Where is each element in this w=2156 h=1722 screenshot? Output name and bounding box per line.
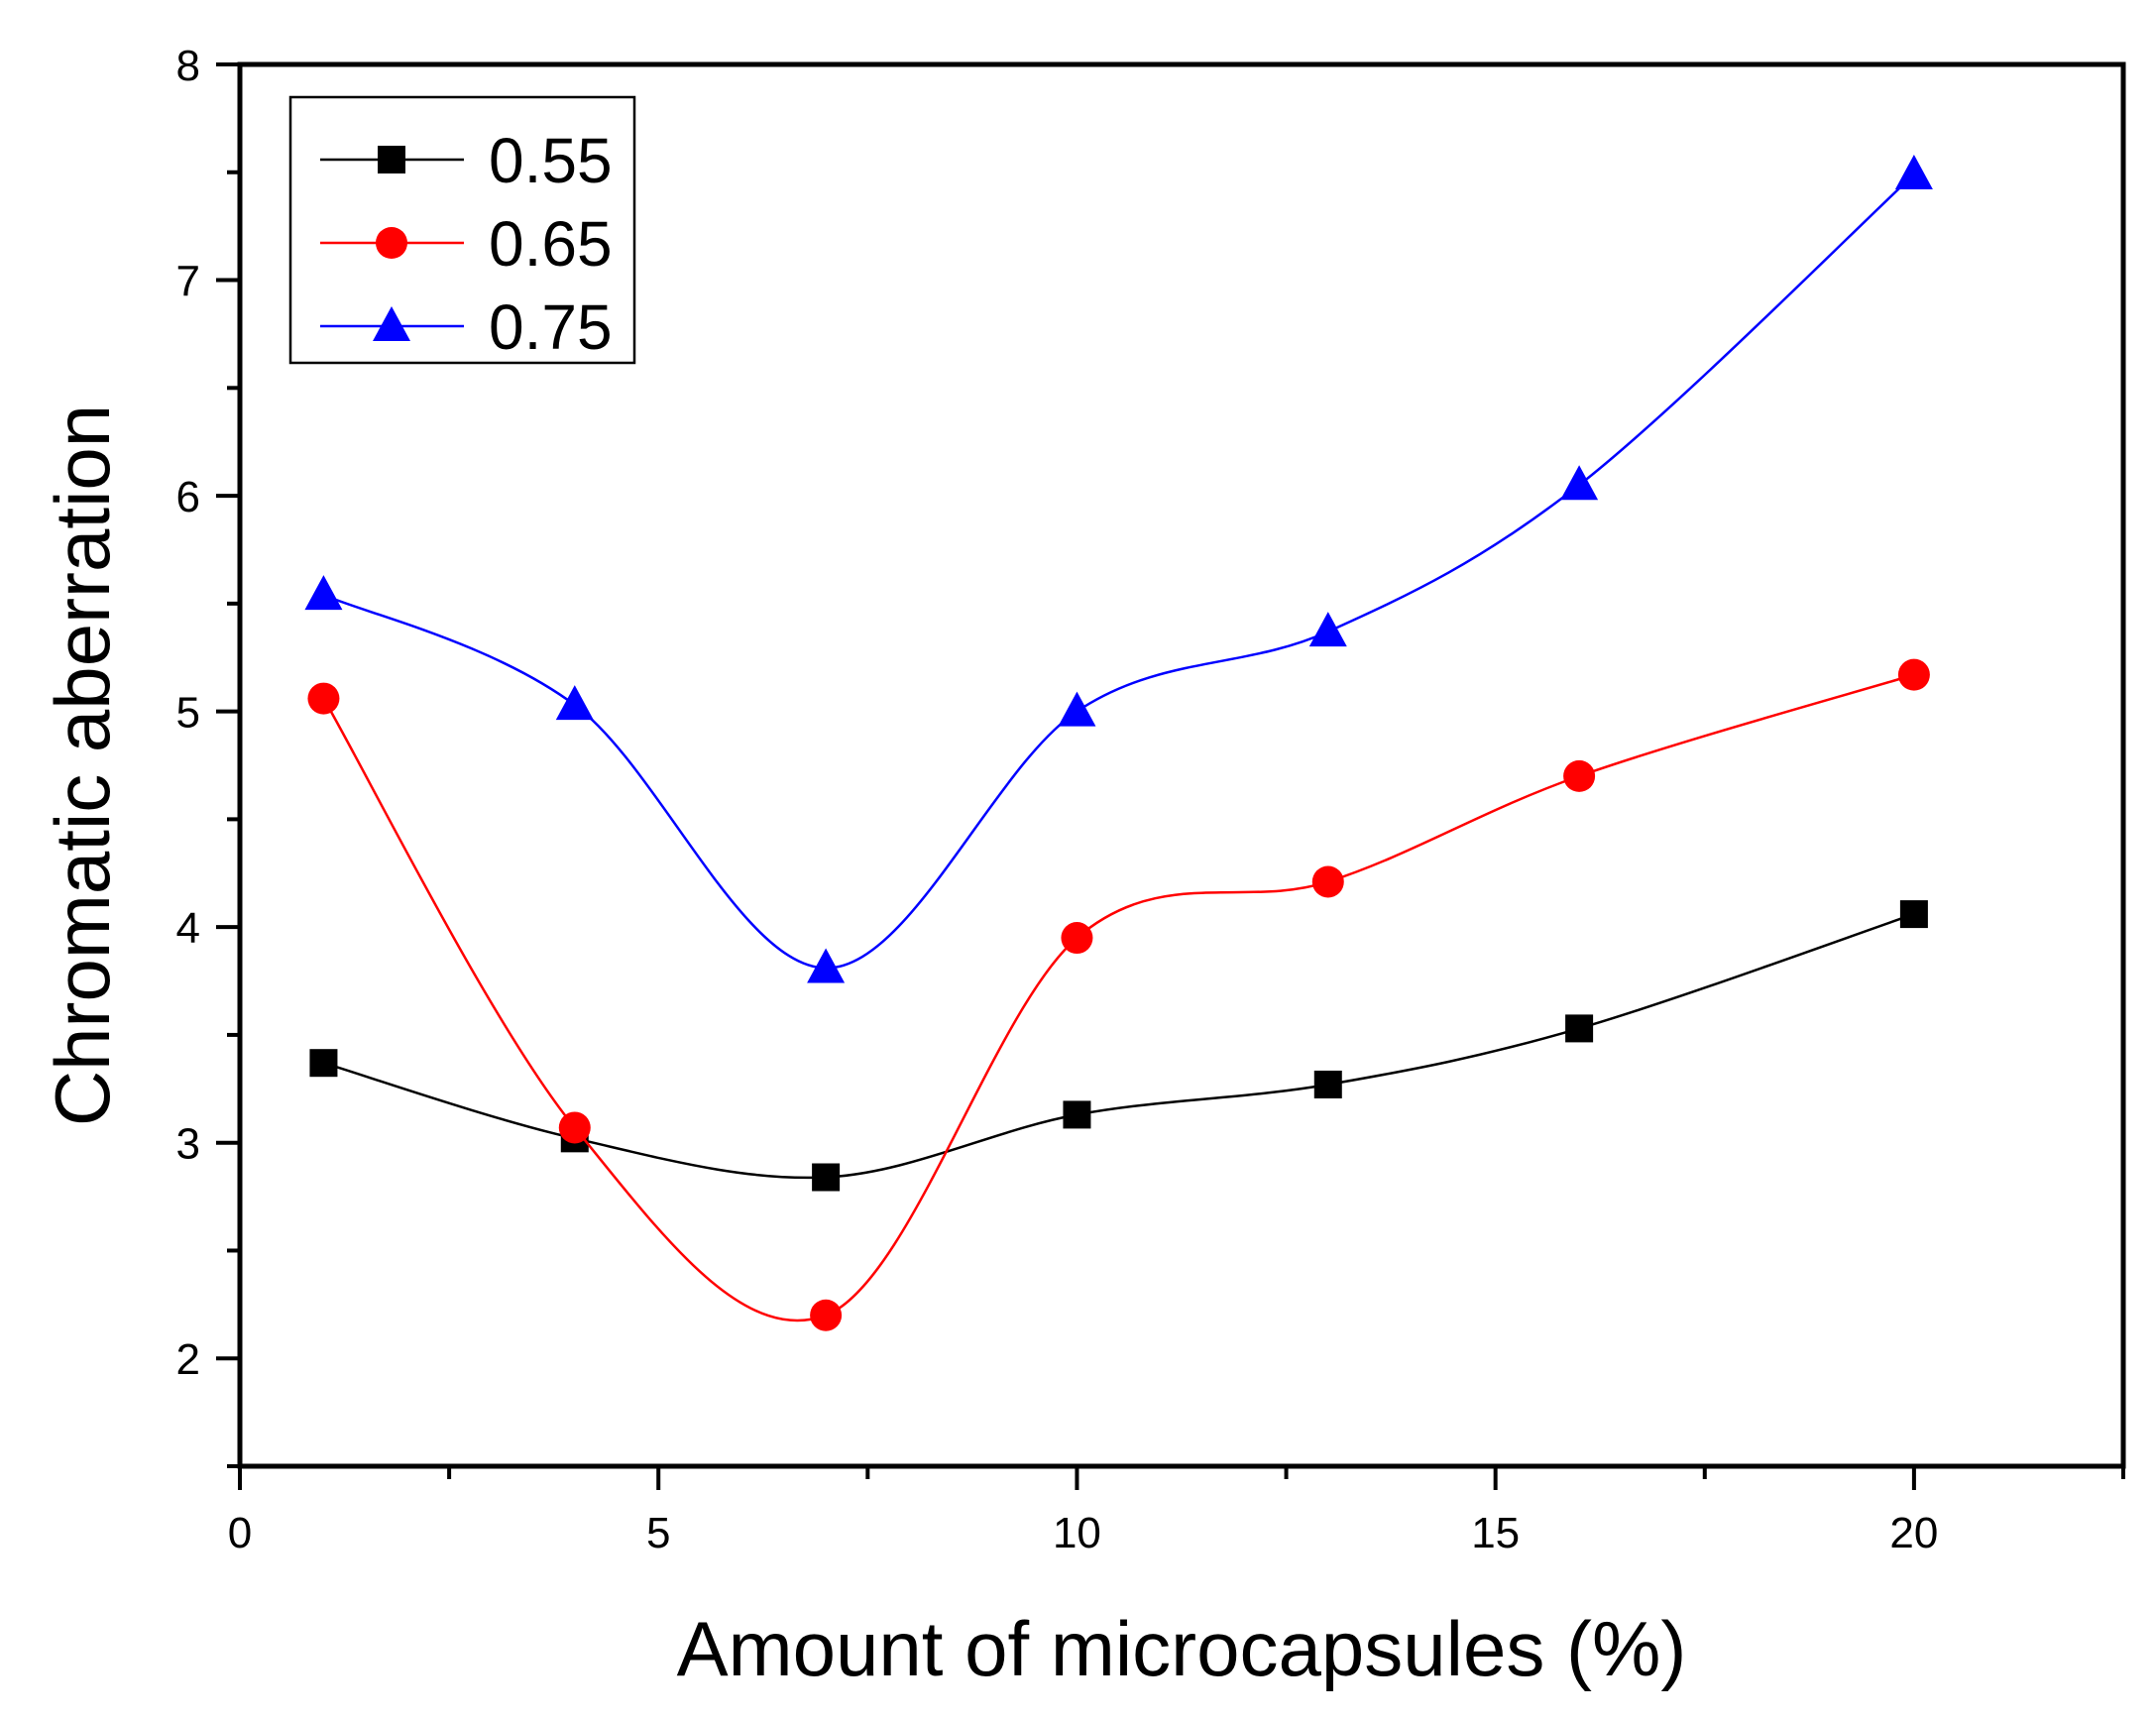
- y-tick-label: 8: [176, 42, 200, 90]
- y-axis-title: Chromatic aberration: [39, 404, 126, 1126]
- data-point-triangle: [807, 948, 846, 983]
- data-point-triangle: [1058, 691, 1096, 727]
- legend: 0.55 0.65 0.75: [288, 95, 636, 365]
- x-tick-label: 5: [646, 1509, 670, 1557]
- data-point-square: [1565, 1014, 1594, 1043]
- axis-layer: 0 5 10 15 20 2 3 4 5 6 7 8: [176, 42, 2125, 1557]
- data-point-triangle: [1894, 154, 1933, 189]
- data-point-circle: [810, 1299, 843, 1331]
- series-layer: [304, 154, 1933, 1331]
- data-point-circle: [558, 1111, 591, 1144]
- data-point-circle: [1563, 759, 1596, 792]
- legend-label: 0.55: [489, 125, 613, 196]
- x-tick-label: 0: [228, 1509, 252, 1557]
- legend-label: 0.65: [489, 208, 613, 280]
- legend-entry: 0.55: [320, 125, 613, 196]
- x-tick-label: 10: [1053, 1509, 1101, 1557]
- y-tick-label: 3: [176, 1120, 200, 1169]
- legend-marker: [376, 227, 407, 259]
- legend-marker: [378, 146, 405, 173]
- data-point-square: [812, 1163, 841, 1192]
- data-point-circle: [1061, 922, 1093, 955]
- y-tick-label: 5: [176, 689, 200, 738]
- data-point-circle: [1897, 658, 1930, 691]
- data-point-square: [1063, 1100, 1091, 1129]
- data-point-triangle: [1560, 465, 1599, 501]
- data-point-square: [1313, 1070, 1342, 1098]
- data-point-circle: [307, 682, 340, 715]
- legend-entry: 0.75: [320, 291, 613, 363]
- data-point-square: [309, 1049, 338, 1078]
- legend-label: 0.75: [489, 291, 613, 363]
- legend-box: [288, 95, 636, 365]
- legend-entry: 0.65: [320, 208, 613, 280]
- plot-frame: [237, 61, 2126, 1469]
- data-point-triangle: [1308, 612, 1347, 647]
- data-point-triangle: [304, 575, 343, 611]
- y-tick-label: 4: [176, 904, 200, 953]
- series-0.75: [304, 154, 1933, 983]
- y-tick-label: 2: [176, 1335, 200, 1384]
- data-point-triangle: [555, 685, 594, 721]
- data-point-square: [1899, 900, 1928, 929]
- data-point-circle: [1311, 865, 1344, 898]
- series-0.65: [307, 658, 1930, 1331]
- x-axis-title: Amount of microcapsules (%): [677, 1605, 1687, 1692]
- legend-entries: 0.55 0.65 0.75: [320, 125, 613, 363]
- legend-marker: [373, 306, 410, 341]
- y-tick-label: 7: [176, 258, 200, 306]
- x-tick-label: 20: [1889, 1509, 1938, 1557]
- y-tick-label: 6: [176, 473, 200, 521]
- x-tick-label: 15: [1471, 1509, 1520, 1557]
